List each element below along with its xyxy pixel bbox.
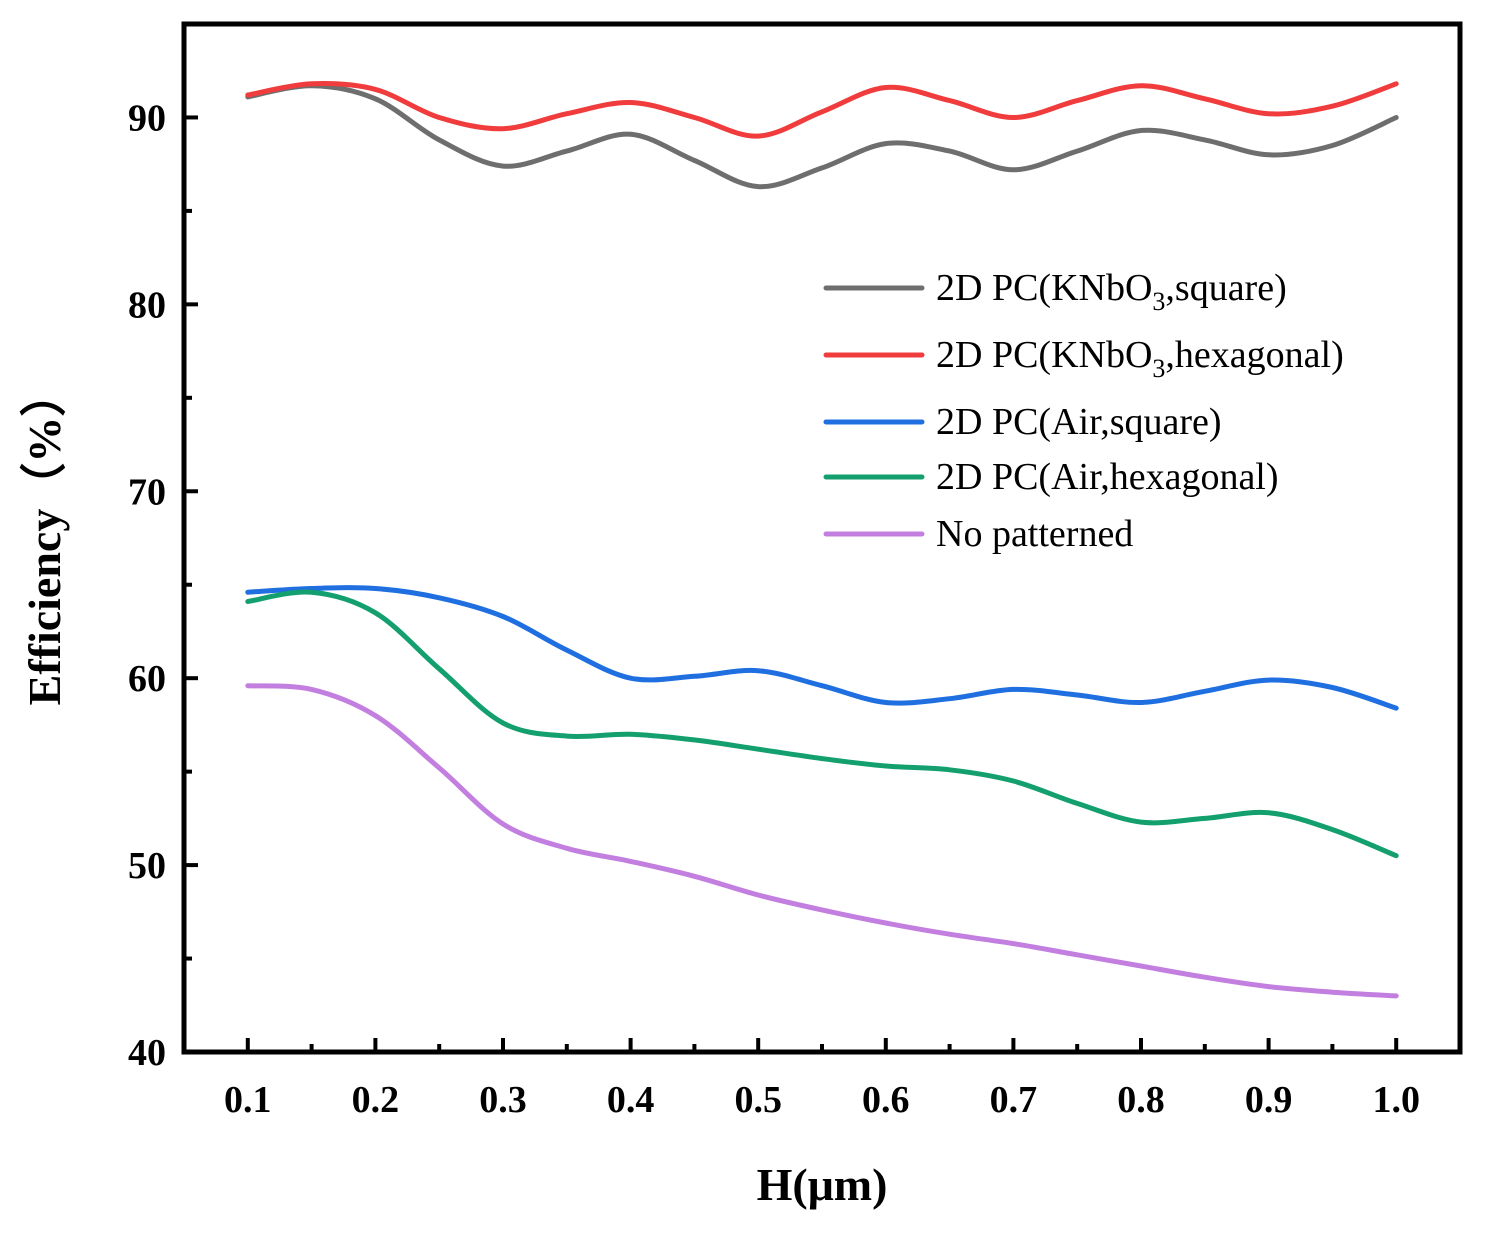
y-tick-label: 80 (128, 284, 166, 326)
legend-text-subscript: 3 (1152, 287, 1165, 316)
tick-layer: 0.1 0.2 0.3 0.4 0.5 0.6 0.7 0.8 0.9 1.0 40 50 60 70 80… (128, 97, 1462, 1121)
plot-frame (181, 21, 1463, 1055)
legend: 2D PC(KNbO3,square)2D PC(KNbO3,hexagonal… (823, 267, 1344, 555)
x-tick-label: 1.0 (1372, 1079, 1420, 1121)
legend-text-subscript: 3 (1152, 354, 1165, 383)
legend-text-suffix: ,square) (1165, 267, 1286, 309)
series-line-4 (245, 589, 1399, 859)
legend-label-2: 2D PC(KNbO3,hexagonal) (936, 334, 1344, 383)
series-line-2 (245, 80, 1399, 139)
x-tick-label: 0.5 (734, 1079, 782, 1121)
legend-text-suffix: ,hexagonal) (1165, 334, 1343, 376)
legend-text-main: No patterned (936, 513, 1133, 555)
series-line-5 (245, 683, 1399, 999)
series-line-1 (245, 83, 1399, 190)
y-tick-label: 50 (128, 845, 166, 887)
y-tick-label: 60 (128, 658, 166, 700)
y-tick-label: 40 (128, 1032, 166, 1074)
legend-text-main: 2D PC(Air,hexagonal) (936, 456, 1279, 498)
legend-label-1: 2D PC(KNbO3,square) (936, 267, 1287, 316)
legend-text-main: 2D PC(KNbO (936, 334, 1152, 376)
series-layer (245, 80, 1399, 999)
x-tick-label: 0.6 (862, 1079, 910, 1121)
legend-label-5: No patterned (936, 513, 1133, 555)
series-line-3 (245, 585, 1399, 711)
y-axis-title: Efficiency（%） (19, 371, 70, 706)
x-tick-label: 0.3 (479, 1079, 527, 1121)
legend-label-3: 2D PC(Air,square) (936, 401, 1222, 443)
y-tick-label: 70 (128, 471, 166, 513)
x-tick-label: 0.9 (1245, 1079, 1293, 1121)
x-tick-label: 0.8 (1117, 1079, 1165, 1121)
y-tick-label: 90 (128, 97, 166, 139)
legend-label-4: 2D PC(Air,hexagonal) (936, 456, 1279, 498)
legend-text-main: 2D PC(Air,square) (936, 401, 1222, 443)
x-tick-label: 0.4 (607, 1079, 655, 1121)
x-axis-title: H(μm) (757, 1159, 888, 1210)
x-tick-label: 0.1 (224, 1079, 272, 1121)
legend-text-main: 2D PC(KNbO (936, 267, 1152, 309)
x-tick-label: 0.7 (990, 1079, 1038, 1121)
x-tick-label: 0.2 (352, 1079, 400, 1121)
